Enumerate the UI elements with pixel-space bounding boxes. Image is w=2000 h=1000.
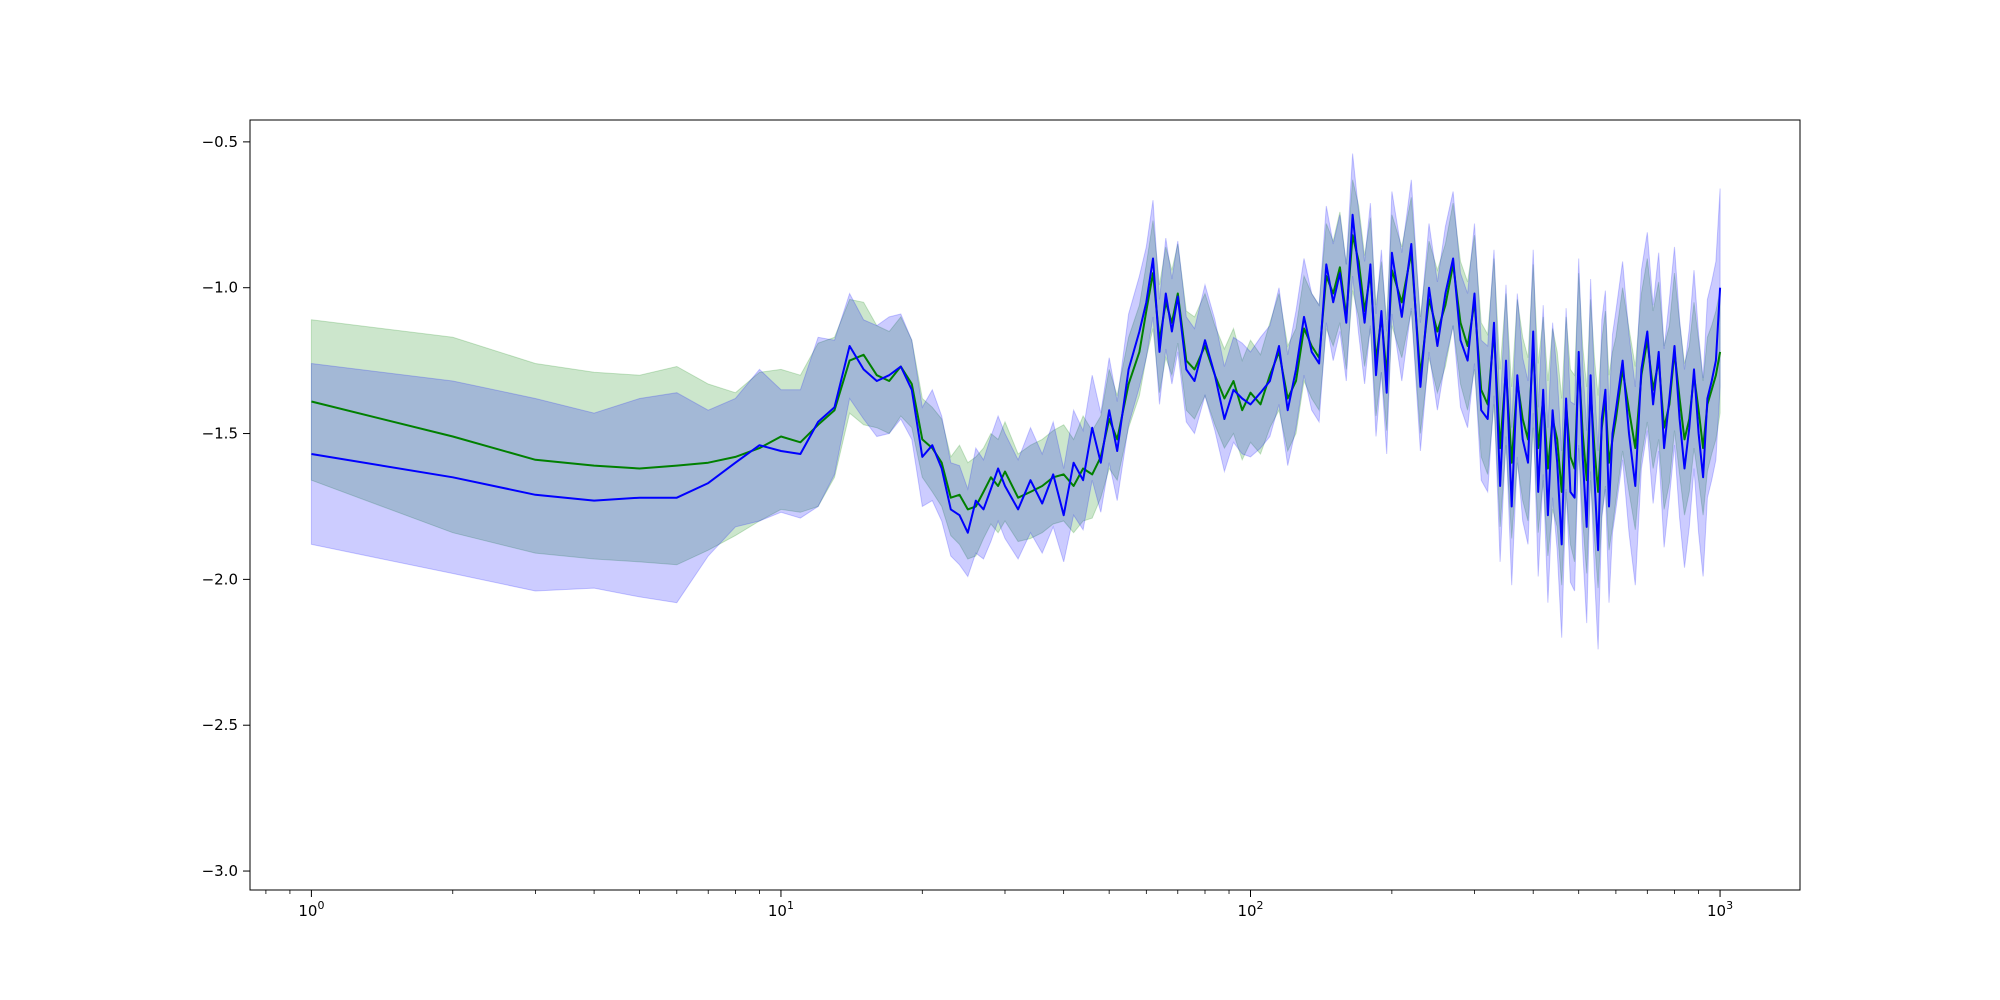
- y-tick-label: −0.5: [202, 133, 238, 151]
- x-tick-base: 10: [768, 902, 787, 920]
- x-tick-exponent: 1: [787, 899, 794, 912]
- plot-area: [310, 153, 1722, 650]
- x-tick-label: 102: [1237, 899, 1263, 920]
- y-tick-label: −1.0: [202, 279, 238, 297]
- y-tick-label: −2.5: [202, 716, 238, 734]
- x-tick-exponent: 3: [1726, 899, 1733, 912]
- x-tick-base: 10: [1707, 902, 1726, 920]
- series-1-confidence-band: [310, 153, 1721, 650]
- x-tick-exponent: 2: [1257, 899, 1264, 912]
- x-tick-label: 101: [768, 899, 794, 920]
- y-tick-label: −3.0: [202, 862, 238, 880]
- x-tick-base: 10: [1237, 902, 1256, 920]
- x-axis: 100 101 102 103: [265, 890, 1733, 920]
- y-tick-label: −1.5: [202, 425, 238, 443]
- series-1-line: [311, 213, 1722, 552]
- y-axis: −0.5 −1.0 −1.5 −2.0 −2.5 −3.0: [202, 133, 250, 880]
- y-tick-label: −2.0: [202, 570, 238, 588]
- x-tick-label: 103: [1707, 899, 1733, 920]
- x-tick-exponent: 0: [317, 899, 324, 912]
- x-tick-base: 10: [298, 902, 317, 920]
- axes-frame: [249, 119, 1801, 891]
- x-tick-label: 100: [298, 899, 324, 920]
